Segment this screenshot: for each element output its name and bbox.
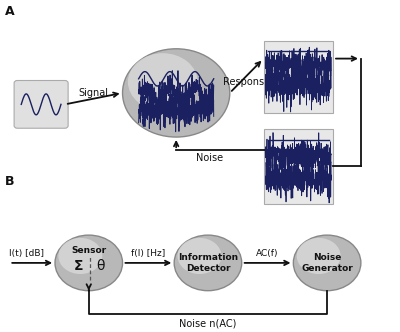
Text: I(t) [dB]: I(t) [dB] — [9, 249, 44, 258]
Circle shape — [58, 238, 102, 274]
FancyBboxPatch shape — [264, 41, 333, 113]
Circle shape — [174, 235, 242, 291]
Text: Response: Response — [223, 77, 270, 87]
Text: θ: θ — [96, 259, 105, 273]
Circle shape — [293, 235, 361, 291]
FancyBboxPatch shape — [264, 129, 333, 204]
Text: Information
Detector: Information Detector — [178, 253, 238, 273]
Circle shape — [128, 53, 198, 111]
Text: Noise: Noise — [196, 153, 223, 163]
Text: Sensor: Sensor — [71, 246, 106, 255]
Text: Noise
Generator: Noise Generator — [301, 253, 353, 273]
Text: A: A — [5, 5, 15, 18]
Text: AC(f): AC(f) — [256, 249, 279, 258]
Circle shape — [55, 235, 122, 291]
Text: Noise n(AC): Noise n(AC) — [179, 318, 237, 328]
Text: B: B — [5, 175, 15, 188]
Text: f(I) [Hz]: f(I) [Hz] — [131, 249, 166, 258]
FancyBboxPatch shape — [14, 80, 68, 128]
Text: Signal: Signal — [79, 88, 109, 98]
Text: Σ: Σ — [74, 259, 83, 273]
Circle shape — [122, 49, 230, 137]
Circle shape — [297, 238, 341, 274]
Circle shape — [178, 238, 222, 274]
